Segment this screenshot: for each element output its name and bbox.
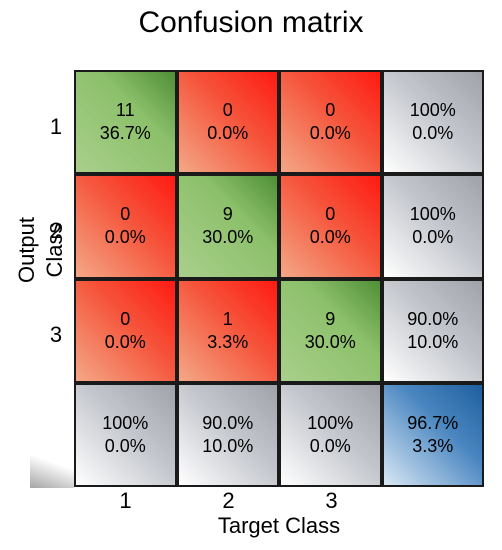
row-tick-label: 3 [49, 322, 63, 347]
error-cell: 0 0.0% [76, 176, 175, 277]
correct-cell: 9 30.0% [281, 280, 380, 381]
cell-percentage-value: 0.0% [309, 123, 351, 144]
cell-percentage-value: 0.0% [309, 227, 351, 248]
cell-percentage-value: 30.0% [202, 227, 254, 248]
cell-primary-value: 100% [409, 204, 456, 225]
summary-cell: 90.0% 10.0% [178, 384, 277, 485]
cell-percentage-value: 36.7% [99, 123, 151, 144]
cell-percentage-value: 0.0% [104, 331, 146, 352]
summary-cell: 90.0% 10.0% [383, 280, 482, 381]
row-tick-label: 2 [49, 218, 63, 243]
cell-percentage-value: 3.3% [412, 435, 454, 456]
summary-cell: 100% 0.0% [281, 384, 380, 485]
cell-percentage-value: 30.0% [304, 331, 356, 352]
cell-primary-value: 100% [102, 412, 149, 433]
y-axis-label: Output Class [14, 216, 67, 284]
cell-primary-value: 100% [409, 100, 456, 121]
cell-primary-value: 96.7% [407, 412, 459, 433]
x-axis-label: Target Class [217, 513, 341, 538]
corner-shadow [30, 455, 74, 488]
cell-percentage-value: 10.0% [407, 331, 459, 352]
chart-title: Confusion matrix [138, 6, 364, 39]
cell-percentage-value: 0.0% [104, 435, 146, 456]
cell-percentage-value: 3.3% [207, 331, 249, 352]
cell-primary-value: 0 [120, 308, 131, 329]
overall-accuracy-cell: 96.7% 3.3% [383, 384, 482, 485]
cell-primary-value: 9 [222, 204, 233, 225]
error-cell: 0 0.0% [281, 176, 380, 277]
cell-primary-value: 90.0% [407, 308, 459, 329]
cell-percentage-value: 0.0% [309, 435, 351, 456]
error-cell: 0 0.0% [178, 72, 277, 173]
cell-primary-value: 0 [222, 100, 233, 121]
cell-primary-value: 11 [115, 100, 135, 121]
row-tick-label: 1 [49, 114, 63, 139]
summary-cell: 100% 0.0% [76, 384, 175, 485]
cell-primary-value: 0 [325, 204, 336, 225]
cell-primary-value: 90.0% [202, 412, 254, 433]
summary-cell: 100% 0.0% [383, 72, 482, 173]
cell-percentage-value: 0.0% [104, 227, 146, 248]
cell-percentage-value: 0.0% [207, 123, 249, 144]
correct-cell: 11 36.7% [76, 72, 175, 173]
cell-percentage-value: 0.0% [412, 123, 454, 144]
cell-primary-value: 1 [222, 308, 233, 329]
matrix-grid: 11 36.7% 0 0.0% 0 0.0% 100% 0.0% 0 0.0% 9 30.0% 0 0.0… [74, 70, 484, 487]
summary-cell: 100% 0.0% [383, 176, 482, 277]
cell-percentage-value: 0.0% [412, 227, 454, 248]
cell-primary-value: 0 [325, 100, 336, 121]
col-tick-label: 1 [119, 488, 132, 513]
cell-primary-value: 100% [307, 412, 354, 433]
cell-primary-value: 0 [120, 204, 131, 225]
correct-cell: 9 30.0% [178, 176, 277, 277]
error-cell: 1 3.3% [178, 280, 277, 381]
error-cell: 0 0.0% [281, 72, 380, 173]
cell-percentage-value: 10.0% [202, 435, 254, 456]
col-tick-label: 2 [222, 488, 235, 513]
col-tick-label: 3 [325, 488, 338, 513]
error-cell: 0 0.0% [76, 280, 175, 381]
cell-primary-value: 9 [325, 308, 336, 329]
